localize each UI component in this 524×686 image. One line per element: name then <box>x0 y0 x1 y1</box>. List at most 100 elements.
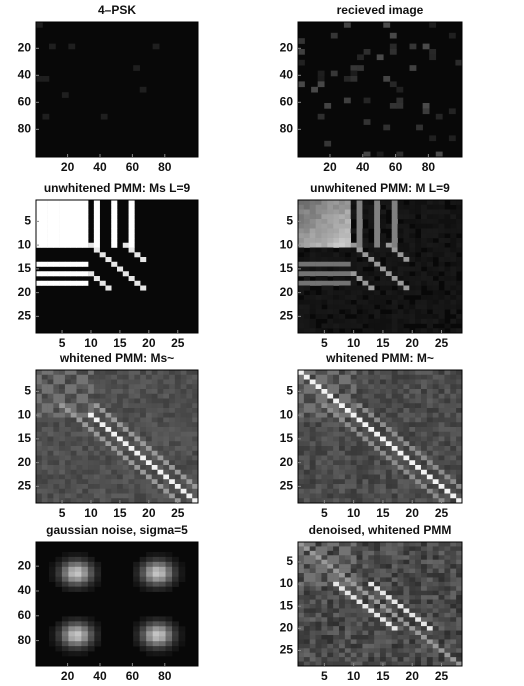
image-pixel <box>403 542 409 547</box>
image-pixel <box>77 465 83 470</box>
image-pixel <box>321 441 327 446</box>
image-pixel <box>77 479 83 484</box>
image-pixel <box>88 626 95 631</box>
image-pixel <box>169 484 175 489</box>
image-pixel <box>433 465 439 470</box>
image-pixel <box>339 451 345 456</box>
image-pixel <box>456 305 462 310</box>
image-pixel <box>444 219 450 224</box>
image-pixel <box>100 456 106 461</box>
image-pixel <box>82 460 88 465</box>
image-pixel <box>65 384 71 389</box>
image-pixel <box>71 470 77 475</box>
image-pixel <box>421 613 427 618</box>
image-pixel <box>450 489 456 494</box>
panel: denoised, whitened PMM510152025510152025 <box>280 523 463 683</box>
image-pixel <box>421 635 427 640</box>
image-pixel <box>71 394 77 399</box>
image-pixel <box>392 573 398 578</box>
image-pixel <box>421 394 427 399</box>
image-pixel <box>439 210 445 215</box>
image-pixel <box>140 432 146 437</box>
image-pixel <box>380 200 386 205</box>
image-pixel <box>392 595 398 600</box>
image-pixel <box>444 394 450 399</box>
image-pixel <box>398 205 404 210</box>
image-pixel <box>386 276 392 281</box>
image-pixel <box>339 441 345 446</box>
image-pixel <box>111 380 117 385</box>
image-pixel <box>82 210 88 215</box>
y-tick-label: 10 <box>18 237 32 251</box>
image-pixel <box>146 380 152 385</box>
image-pixel <box>427 608 433 613</box>
image-pixel <box>398 427 404 432</box>
image-pixel <box>94 456 100 461</box>
image-pixel <box>439 560 445 565</box>
image-pixel <box>368 604 374 609</box>
image-pixel <box>403 233 409 238</box>
image-pixel <box>456 591 462 596</box>
image-pixel <box>444 267 450 272</box>
image-pixel <box>345 648 351 653</box>
image-pixel <box>333 446 339 451</box>
image-pixel <box>427 394 433 399</box>
image-pixel <box>357 295 363 300</box>
image-pixel <box>427 229 433 234</box>
image-pixel <box>433 635 439 640</box>
image-pixel <box>117 441 123 446</box>
image-pixel <box>421 418 427 423</box>
image-pixel <box>169 399 175 404</box>
image-pixel <box>316 281 322 286</box>
image-pixel <box>94 384 100 389</box>
image-pixel <box>140 286 146 291</box>
image-pixel <box>351 489 357 494</box>
image-pixel <box>433 657 439 662</box>
image-pixel <box>415 460 421 465</box>
image-pixel <box>421 399 427 404</box>
image-pixel <box>321 290 327 295</box>
image-pixel <box>68 641 75 646</box>
image-pixel <box>339 380 345 385</box>
image-pixel <box>409 384 415 389</box>
image-pixel <box>298 422 304 427</box>
image-pixel <box>392 238 398 243</box>
image-pixel <box>398 413 404 418</box>
image-pixel <box>450 271 456 276</box>
image-pixel <box>415 451 421 456</box>
image-pixel <box>339 582 345 587</box>
image-pixel <box>327 451 333 456</box>
image-pixel <box>339 219 345 224</box>
image-pixel <box>386 465 392 470</box>
image-pixel <box>392 305 398 310</box>
image-pixel <box>380 551 386 556</box>
image-pixel <box>82 214 88 219</box>
image-pixel <box>304 560 310 565</box>
image-pixel <box>186 399 192 404</box>
image-pixel <box>339 214 345 219</box>
image-pixel <box>362 555 368 560</box>
image-pixel <box>380 586 386 591</box>
image-pixel <box>380 622 386 627</box>
image-pixel <box>409 257 415 262</box>
image-pixel <box>444 653 450 658</box>
image-pixel <box>374 399 380 404</box>
image-pixel <box>117 489 123 494</box>
image-pixel <box>351 560 357 565</box>
image-pixel <box>398 214 404 219</box>
image-pixel <box>380 389 386 394</box>
image-pixel <box>439 408 445 413</box>
image-pixel <box>368 560 374 565</box>
image-pixel <box>333 494 339 499</box>
image-pixel <box>36 479 42 484</box>
image-pixel <box>36 456 42 461</box>
image-pixel <box>105 422 111 427</box>
image-pixel <box>374 657 380 662</box>
image-pixel <box>421 591 427 596</box>
image-pixel <box>345 644 351 649</box>
image-pixel <box>129 408 135 413</box>
image-pixel <box>316 384 322 389</box>
image-pixel <box>100 446 106 451</box>
image-pixel <box>172 631 179 636</box>
image-pixel <box>146 616 153 621</box>
